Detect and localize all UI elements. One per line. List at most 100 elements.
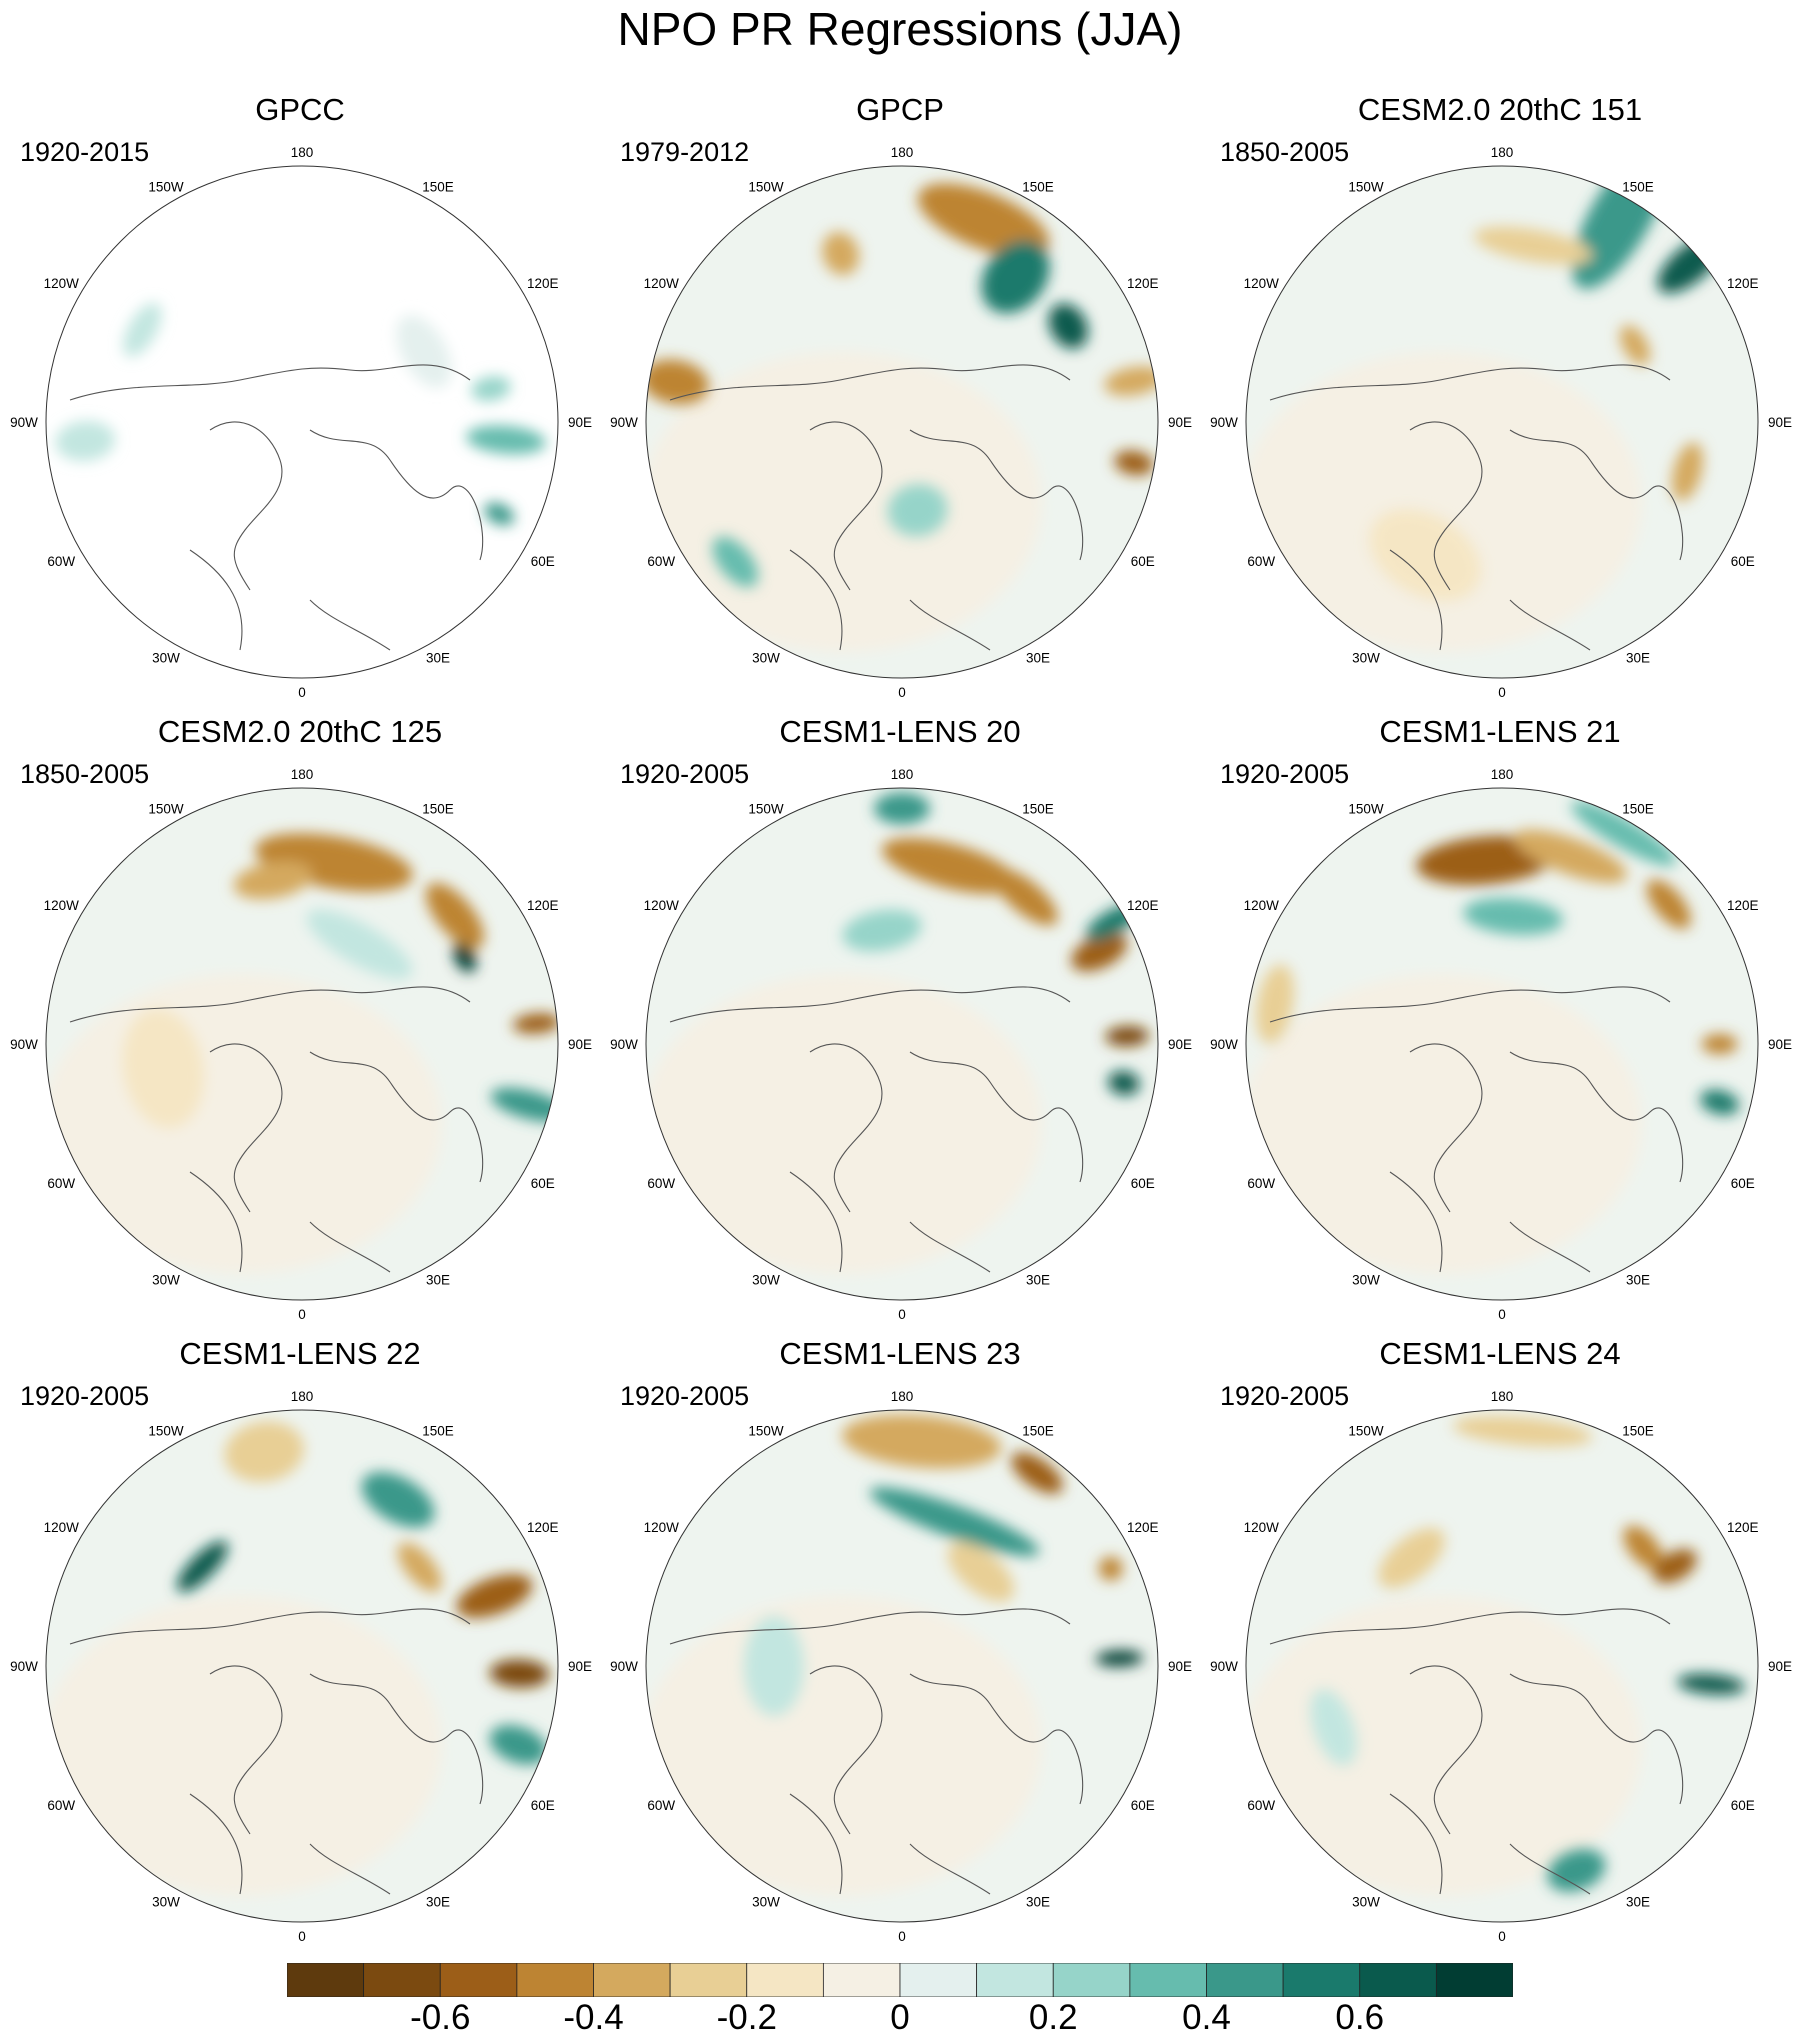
figure-title: NPO PR Regressions (JJA) [617,3,1183,55]
longitude-label: 120E [1727,1520,1759,1535]
longitude-label: 60E [1731,1176,1755,1191]
longitude-label: 180 [291,145,314,160]
longitude-label: 30E [426,1895,450,1910]
coastline-eurasia [1509,1673,1684,1805]
longitude-label: 120E [1127,276,1159,291]
anomaly-blob [1473,226,1593,265]
field-layer [1246,166,1758,678]
longitude-label: 120E [1727,898,1759,913]
longitude-label: 90W [610,415,638,430]
longitude-label: 30E [426,1273,450,1288]
longitude-label: 90W [610,1037,638,1052]
map-border [1245,787,1759,1301]
longitude-label: 30E [1626,651,1650,666]
panel-period: 1920-2005 [20,1381,150,1411]
panel-period: 1920-2005 [620,1381,750,1411]
map-panel: GPCC 180 150E 120E 90E 60E 30E 0 30W 60W 90W 120W 15… [10,90,592,700]
map-border [1245,1409,1759,1923]
polar-map: 180 150E 120E 90E 60E 30E 0 30W 60W 90W 120W 150W [610,145,1192,700]
longitude-label: 30W [1352,651,1380,666]
coastline-greenland [809,1665,883,1835]
anomaly-blob [233,861,313,900]
longitude-label: 120W [1244,276,1280,291]
anomaly-blob [981,240,1050,314]
anomaly-blob [1310,1689,1357,1766]
coastline-north-america [669,1608,1071,1645]
field-neutral [646,1596,1042,1896]
polar-map: 180 150E 120E 90E 60E 30E 0 30W 60W 90W 120W 150W [1210,1389,1792,1944]
longitude-label: 120E [1727,276,1759,291]
colorbar-swatch [1206,1962,1284,1998]
longitude-label: 120W [44,898,80,913]
longitude-label: 150E [422,1423,454,1438]
longitude-label: 90E [568,415,592,430]
longitude-label: 30E [1626,1273,1650,1288]
longitude-label: 90E [1168,1037,1192,1052]
longitude-label: 180 [891,145,914,160]
coastlines [69,1608,484,1895]
anomaly-blob [123,302,162,357]
colorbar-swatch [976,1962,1054,1998]
field-layer [1246,1410,1758,1922]
longitude-label: 90E [1168,415,1192,430]
anomaly-blob [1700,1089,1740,1116]
longitude-label: 30E [426,651,450,666]
coastline-eurasia [309,429,484,561]
anomaly-blob [887,484,948,537]
longitude-label: 90W [10,1659,38,1674]
longitude-label: 120W [44,276,80,291]
longitude-label: 120W [644,276,680,291]
polar-map: 180 150E 120E 90E 60E 30E 0 30W 60W 90W 120W 150W [10,145,592,700]
longitude-label: 30W [752,1273,780,1288]
anomaly-blob [1095,1650,1144,1667]
anomaly-blob [396,315,452,388]
anomaly-blob [1107,1070,1140,1096]
coastlines [669,1608,1084,1895]
longitude-label: 90E [568,1037,592,1052]
longitude-label: 60W [1247,1176,1275,1191]
longitude-label: 120E [527,276,559,291]
anomaly-blob [224,1421,304,1483]
coastline-atlantic [789,1793,991,1895]
coastline-north-america [669,364,1071,401]
coastline-north-america [69,1608,471,1645]
colorbar-swatch [746,1962,824,1998]
coastline-north-america [69,364,471,401]
longitude-label: 60E [1131,1798,1155,1813]
longitude-label: 180 [891,1389,914,1404]
anomaly-blob [1104,366,1158,396]
anomaly-blob [841,1414,1002,1469]
anomaly-blob [744,1616,804,1716]
longitude-label: 150E [1622,801,1654,816]
longitude-label: 60W [1247,1798,1275,1813]
longitude-label: 90W [10,415,38,430]
anomaly-blob [361,1472,435,1528]
colorbar-swatch [1359,1962,1437,1998]
longitude-label: 120E [527,1520,559,1535]
longitude-label: 0 [898,1307,906,1322]
colorbar-swatch [822,1962,901,1998]
colorbar-swatch [899,1962,978,1998]
polar-map: 180 150E 120E 90E 60E 30E 0 30W 60W 90W 120W 150W [10,767,592,1322]
coastline-eurasia [909,1051,1084,1183]
longitude-label: 60W [47,1176,75,1191]
longitude-label: 90E [568,1659,592,1674]
longitude-label: 60E [1731,1798,1755,1813]
longitude-label: 60W [647,1176,675,1191]
anomaly-blob [1463,898,1563,935]
anomaly-blob [489,1659,550,1688]
coastlines [669,364,1084,651]
longitude-label: 30W [752,651,780,666]
anomaly-blob [1098,1556,1123,1581]
polar-map: 180 150E 120E 90E 60E 30E 0 30W 60W 90W 120W 150W [610,1389,1192,1944]
anomaly-blob [456,1574,533,1618]
colorbar-swatch [286,1962,365,1998]
longitude-label: 90E [1768,415,1792,430]
coastline-greenland [809,421,883,591]
coastline-greenland [1409,1043,1483,1213]
colorbar-tick-label: -0.2 [716,1998,777,2037]
anomaly-blob [55,420,116,462]
coastlines [1269,986,1684,1273]
anomaly-blob [881,838,1018,894]
anomaly-blob [874,792,930,825]
